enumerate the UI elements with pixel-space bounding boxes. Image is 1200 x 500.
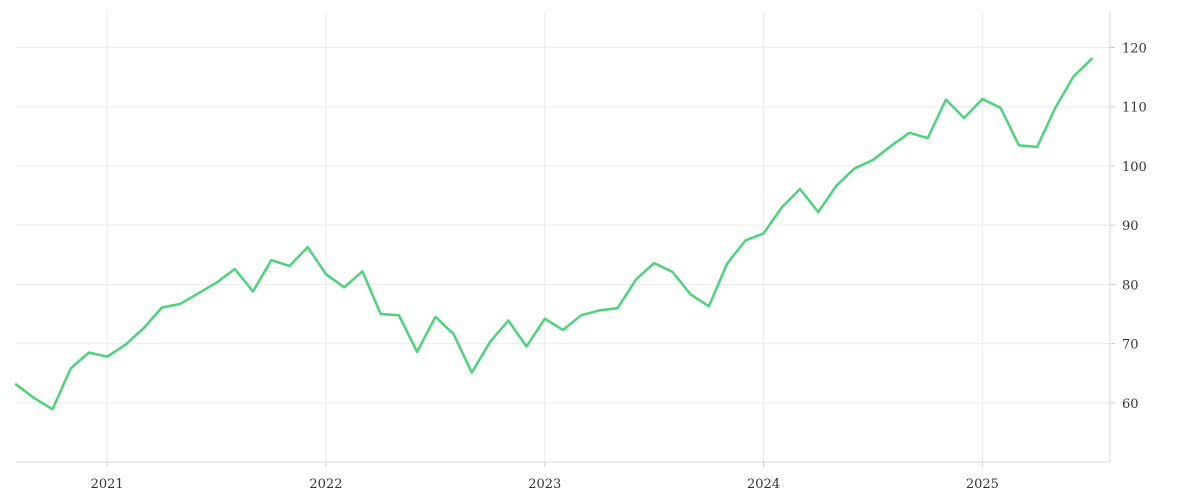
x-tick-label: 2022 xyxy=(309,477,342,492)
x-tick-label: 2024 xyxy=(747,477,780,492)
y-tick-label: 90 xyxy=(1122,219,1139,234)
y-tick-label: 120 xyxy=(1122,42,1147,57)
y-tick-label: 100 xyxy=(1122,160,1147,175)
axes xyxy=(16,12,1115,467)
series-layer xyxy=(14,57,1094,411)
y-tick-label: 60 xyxy=(1122,397,1139,412)
x-tick-label: 2025 xyxy=(966,477,999,492)
y-tick-label: 70 xyxy=(1122,338,1139,353)
y-tick-label: 80 xyxy=(1122,278,1139,293)
x-tick-label: 2023 xyxy=(528,477,561,492)
tick-labels: 60 70 80 90 100 110 120 2021 2022 2023 2024 2025 xyxy=(91,42,1147,492)
grid xyxy=(16,12,1110,462)
y-tick-label: 110 xyxy=(1122,101,1147,116)
x-tick-label: 2021 xyxy=(91,477,124,492)
series-line xyxy=(14,57,1094,411)
